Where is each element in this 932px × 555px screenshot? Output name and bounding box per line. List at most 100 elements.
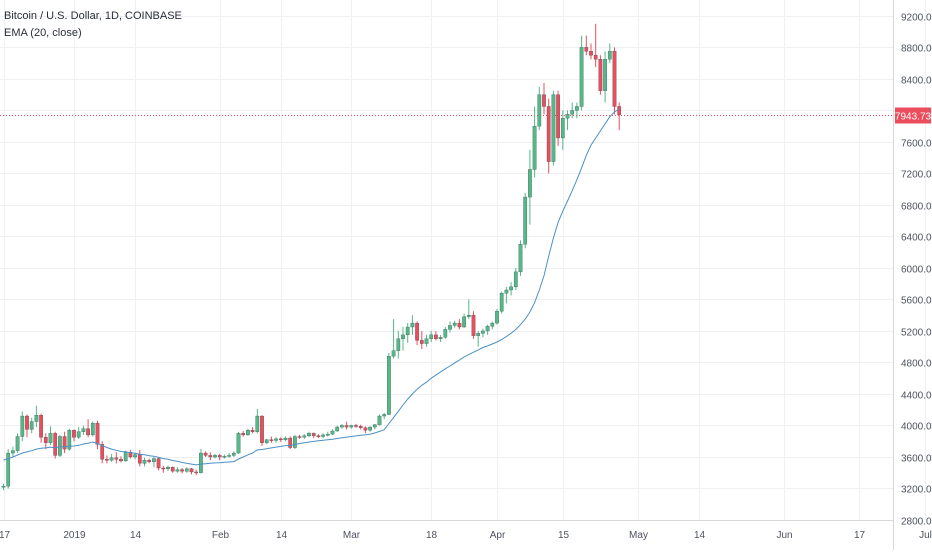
candle[interactable] [542,82,546,115]
candle[interactable] [142,457,147,467]
candle[interactable] [58,434,62,457]
candle[interactable] [387,353,391,416]
candle[interactable] [184,467,189,473]
candle[interactable] [415,321,419,346]
candle[interactable] [147,458,152,464]
candle[interactable] [307,431,311,438]
candle[interactable] [396,330,401,359]
candle[interactable] [25,414,29,438]
candle[interactable] [203,451,208,457]
candle[interactable] [532,106,537,178]
candle[interactable] [297,434,302,439]
candle[interactable] [358,424,363,430]
candle[interactable] [471,311,476,339]
candle[interactable] [100,441,105,464]
candle[interactable] [180,468,184,474]
candle[interactable] [316,434,321,439]
candle[interactable] [462,313,466,328]
candle[interactable] [72,429,76,442]
candle[interactable] [105,455,109,464]
candle[interactable] [598,55,603,95]
candle[interactable] [518,240,523,276]
candle[interactable] [156,456,161,471]
candle[interactable] [250,427,255,434]
candle[interactable] [20,411,25,442]
candle[interactable] [76,427,81,439]
candle[interactable] [109,453,114,462]
candle[interactable] [481,328,485,338]
candle[interactable] [119,456,123,463]
candle[interactable] [509,282,513,296]
candle[interactable] [579,35,584,111]
candle[interactable] [114,452,119,464]
candle[interactable] [495,308,499,325]
candle[interactable] [560,110,565,150]
candle[interactable] [34,405,39,428]
candle[interactable] [29,417,34,434]
candle[interactable] [410,315,415,335]
candle[interactable] [424,334,429,347]
candle[interactable] [255,408,260,434]
candle[interactable] [575,102,579,119]
candle[interactable] [311,432,316,439]
candle[interactable] [485,324,490,335]
candle[interactable] [405,323,410,343]
candle[interactable] [302,434,307,439]
candle[interactable] [340,423,344,429]
candle[interactable] [603,51,607,103]
candle[interactable] [260,415,264,446]
candle[interactable] [617,102,622,131]
candle[interactable] [241,430,246,437]
candle[interactable] [546,98,551,174]
candle[interactable] [434,330,438,341]
candle[interactable] [570,102,575,119]
candle[interactable] [208,452,213,461]
candle[interactable] [1,483,6,491]
candle[interactable] [448,321,452,333]
candle[interactable] [283,436,288,442]
indicator-label[interactable]: EMA (20, close) [4,27,82,39]
candle[interactable] [537,86,542,131]
candle[interactable] [170,466,175,473]
candle[interactable] [236,431,241,454]
candle[interactable] [6,449,11,489]
candle[interactable] [246,428,250,436]
candle[interactable] [222,454,227,459]
candle[interactable] [231,451,236,457]
candle[interactable] [382,412,387,420]
candle[interactable] [551,90,556,166]
candle[interactable] [293,434,297,450]
candle[interactable] [363,426,368,434]
candle[interactable] [288,436,293,450]
candle[interactable] [344,421,349,430]
candle[interactable] [589,43,593,60]
candle[interactable] [490,321,495,330]
candle[interactable] [15,433,20,454]
candle[interactable] [227,453,231,458]
candle[interactable] [90,421,95,437]
candles[interactable] [1,23,622,491]
candle[interactable] [401,327,405,351]
candle[interactable] [199,449,203,474]
candle[interactable] [499,291,504,314]
candle[interactable] [278,437,283,443]
candle[interactable] [48,426,53,446]
candle[interactable] [584,35,589,56]
candle[interactable] [443,327,448,339]
candle[interactable] [67,428,72,451]
symbol-title[interactable]: Bitcoin / U.S. Dollar, 1D, COINBASE [4,10,182,22]
candle[interactable] [528,149,532,225]
candle[interactable] [95,420,100,450]
candle[interactable] [62,431,67,454]
candle[interactable] [429,330,434,342]
candle[interactable] [391,319,396,359]
candle[interactable] [466,299,471,320]
candle[interactable] [274,437,278,443]
candle[interactable] [81,425,86,435]
candle[interactable] [330,429,335,435]
candle[interactable] [335,425,340,432]
candle[interactable] [368,426,372,432]
candle[interactable] [53,431,58,459]
